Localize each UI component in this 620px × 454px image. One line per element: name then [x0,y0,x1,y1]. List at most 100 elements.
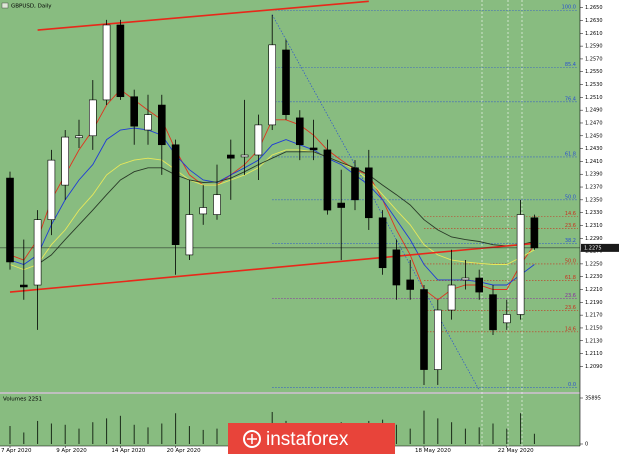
candle-body [185,214,194,256]
candle-body [199,207,207,215]
y-tick-label: 1.2570 [585,56,603,62]
candle-body [19,284,28,288]
volume-tick-label: 35895 [585,396,601,402]
y-tick-label: 1.2170 [585,313,603,319]
last-price-label: 1.2275 [584,245,602,251]
trendline [9,242,535,293]
candle-body [33,219,42,286]
x-tick-label: 14 Apr 2020 [111,448,146,454]
y-tick-label: 1.2430 [585,146,603,152]
y-tick-label: 1.2510 [585,95,603,101]
volume-tick-label: 0 [585,442,588,448]
candle-body [392,249,401,286]
candle-body [447,284,456,311]
candle-body [337,202,346,208]
fibo-label: 0.0 [568,382,576,388]
y-tick-label: 1.2190 [585,300,603,306]
volume-title: Volumes 2251 [3,397,42,403]
candle-body [130,96,138,127]
candle-body [158,104,166,146]
price-panel [0,0,580,392]
logo-icon [247,434,257,444]
y-tick-label: 1.2090 [585,364,603,370]
candle-body [295,117,304,146]
y-tick-label: 1.2630 [585,18,603,24]
y-tick-label: 1.2450 [585,133,603,139]
fibo-label: 76.4 [565,96,576,102]
fibo-label: 61.8 [565,275,576,281]
candle-body [433,309,442,370]
candle-body [240,154,249,158]
candle-body [351,167,359,201]
y-tick-label: 1.2130 [585,338,603,344]
candle-body [516,214,525,315]
candle-body [116,24,125,98]
candle-body [323,149,332,211]
candle-body [254,124,263,156]
y-tick-label: 1.2650 [585,5,603,11]
x-tick-label: 9 Apr 2020 [56,448,87,454]
x-tick-label: 18 May 2020 [415,448,451,454]
fibo-label: 14.6 [565,326,576,332]
candle-body [461,277,470,281]
y-tick-label: 1.2550 [585,69,603,75]
fibo-label: 23.6 [565,293,576,299]
fibo-label: 14.6 [565,211,576,217]
y-tick-label: 1.2230 [585,274,603,280]
symbol-icon [1,2,9,9]
candle-body [213,194,221,215]
candle-body [406,279,415,290]
candle-body [282,49,290,115]
x-tick-label: 7 Apr 2020 [1,448,32,454]
fibo-label: 38.2 [565,238,576,244]
y-tick-label: 1.2330 [585,210,603,216]
y-tick-label: 1.2410 [585,159,603,165]
candle-body [364,167,373,219]
x-tick-label: 20 Apr 2020 [167,448,202,454]
y-tick-label: 1.2350 [585,197,603,203]
y-tick-label: 1.2610 [585,31,603,37]
fibo-label: 61.8 [565,151,576,157]
y-tick-label: 1.2370 [585,185,603,191]
candle-body [530,217,539,249]
fibo-label: 85.4 [565,62,576,68]
moving-average [37,151,535,265]
candle-body [502,314,511,324]
x-tick-label: 22 May 2020 [498,448,534,454]
y-tick-label: 1.2390 [585,172,603,178]
candle-body [144,114,152,131]
y-tick-label: 1.2110 [585,351,603,357]
candle-body [227,154,235,159]
candle-body [420,289,428,370]
y-tick-label: 1.2150 [585,325,603,331]
y-tick-label: 1.2290 [585,236,603,242]
trendline [37,0,369,31]
candle-body [268,44,277,126]
candle-body [47,159,56,220]
y-tick-label: 1.2310 [585,223,603,229]
fibo-label: 100.0 [562,5,576,11]
candle-body [309,147,318,151]
candle-body [475,277,484,293]
last-price-box [581,243,619,252]
moving-average [9,127,535,286]
y-tick-label: 1.2590 [585,44,603,50]
y-tick-label: 1.2250 [585,261,603,267]
price-axis [580,0,620,454]
logo: instaforex [228,423,395,454]
fibo-label: 50.0 [565,258,576,264]
candle-body [102,24,111,101]
y-tick-label: 1.2490 [585,108,603,114]
chart-title: GBPUSD, Daily [11,4,52,10]
candle-body [489,294,497,331]
fibo-label: 23.6 [565,223,576,229]
y-tick-label: 1.2470 [585,120,603,126]
trendline [271,14,480,391]
y-tick-label: 1.2210 [585,287,603,293]
candle-body [89,99,97,137]
candle-body [378,217,387,269]
fibo-label: 23.6 [565,305,576,311]
candle-body [75,135,83,139]
